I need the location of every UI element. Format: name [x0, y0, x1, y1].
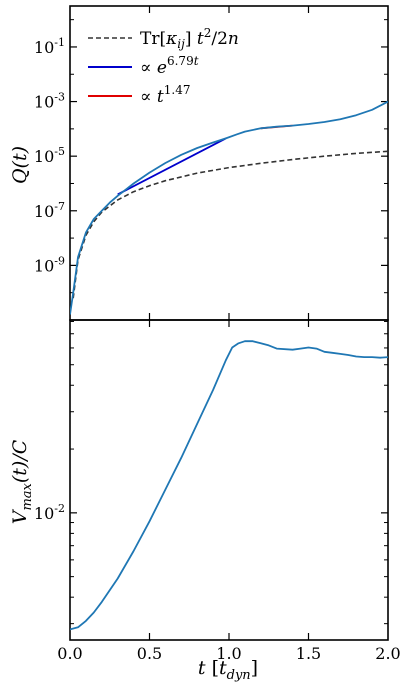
- xtick-label: 1.0: [216, 644, 241, 663]
- top-series-line-1: [117, 137, 227, 196]
- bottom-ytick-label: 10-2: [34, 502, 65, 523]
- top-series-line-0: [72, 150, 388, 299]
- top-ylabel: Q(t): [9, 146, 31, 184]
- top-ytick-label: 10-5: [34, 145, 65, 166]
- bottom-ylabel: Vmax(t)/C: [9, 439, 35, 524]
- top-panel: 10-1 10-3 10-5 10-7 10-9: [34, 5, 389, 321]
- top-ytick-label: 10-1: [34, 36, 65, 57]
- top-ytick-label: 10-9: [34, 254, 65, 275]
- top-series-line-3: [70, 100, 388, 315]
- svg-text:Vmax(t)/C: Vmax(t)/C: [9, 439, 35, 524]
- xtick-label: 2.0: [375, 644, 400, 663]
- bottom-axes-frame: [69, 319, 389, 641]
- xtick-label: 0.0: [57, 644, 82, 663]
- legend-label-dashed: Tr[κij] t2/2n: [140, 26, 239, 51]
- xtick-label: 1.5: [296, 644, 321, 663]
- legend: Tr[κij] t2/2n ∝ e6.79t ∝ t1.47: [88, 26, 239, 107]
- xtick-label: 0.5: [137, 644, 162, 663]
- legend-label-red: ∝ t1.47: [140, 83, 190, 107]
- top-ytick-label: 10-3: [34, 91, 65, 112]
- bottom-panel: 10-2 0.0 0.5 1.0 1.5 2.0: [34, 319, 401, 663]
- top-axes-frame: [69, 5, 389, 321]
- top-ytick-label: 10-7: [34, 200, 65, 221]
- legend-label-blue: ∝ e6.79t: [140, 54, 199, 78]
- bottom-series-line-0: [70, 340, 388, 631]
